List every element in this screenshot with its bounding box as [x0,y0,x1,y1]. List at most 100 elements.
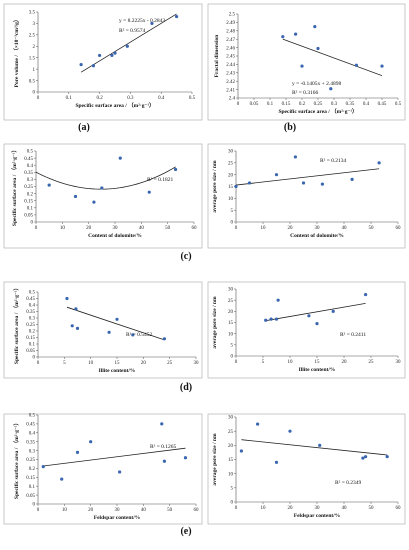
y-tick-label: 0.45 [24,157,33,162]
data-point [162,459,166,463]
data-point [377,161,381,165]
y-tick-label: 3.5 [29,11,36,16]
y-tick-label: 10 [228,332,234,337]
data-point [281,35,285,39]
data-point [276,298,280,302]
x-tick-label: 30 [396,360,402,365]
x-tick-label: 0 [35,226,38,231]
y-tick-label: 0.4 [29,432,36,437]
chart-e1: 0 10 20 30 40 50 60 0 0.05 0.1 0.15 0.2 0.25 0.3 0.35 0… [3,413,203,525]
data-point [41,465,45,469]
trend-line [265,302,366,322]
x-axis-label: Feldspar content/% [294,513,341,519]
x-tick-label: 0 [237,102,240,107]
data-point [256,422,260,426]
x-tick-label: 60 [192,226,198,231]
data-point [113,51,117,55]
y-tick-label: 10 [228,472,234,477]
x-tick-label: 40 [342,506,348,511]
x-tick-label: 40 [139,226,145,231]
y-tick-label: 2.43 [226,72,235,77]
x-tick-label: 10 [62,508,68,513]
x-tick-label: 20 [288,506,294,511]
data-point [247,181,252,185]
data-point [75,326,80,330]
chart-d1: 0 5 10 15 20 25 3000.050.10.150.20.250.30.350.… [3,281,203,379]
y-tick-label: 15 [228,185,234,190]
y-tick-label: 0.1 [29,485,36,490]
y-tick-label: 0.2 [29,467,36,472]
chart-frame [3,143,203,249]
x-axis-label: Specific surface area / （m²·g⁻¹） [75,101,154,109]
trend-curve [35,166,176,190]
y-tick-label: 0 [31,221,34,226]
x-tick-label: 0 [37,361,40,366]
x-tick-label: 20 [342,360,348,365]
data-point [350,177,354,181]
y-tick-label: 0.3 [29,317,36,322]
chart-c1: 0 10 20 30 40 50 60 0 0.05 0.1 0.15 0.2 0.25 0.3 0.35 0… [3,143,203,249]
panel-label: (d) [179,382,193,393]
y-tick-label: 2.5 [229,13,236,18]
data-point [160,422,164,426]
y-tick-label: 30 [228,416,234,421]
x-tick-label: 25 [369,360,375,365]
data-point [92,200,96,204]
y-tick-label: 0.5 [27,150,34,155]
equation-annotation: R² = 0.9574 [119,28,146,34]
x-tick-label: 40 [342,226,348,231]
y-axis-label: Fractal dimension [214,35,220,78]
y-tick-label: 0.35 [26,440,35,445]
data-point [70,324,74,328]
x-tick-label: 0 [37,508,40,513]
y-tick-label: 15 [228,321,234,326]
y-tick-label: 0.4 [29,304,36,309]
x-axis-label: Specific surface area / （m²·g⁻¹） [278,107,357,115]
y-tick-label: 0.15 [24,199,33,204]
data-point [73,194,78,199]
y-tick-label: 0.1 [27,207,34,212]
chart-frame [3,3,203,121]
chart-frame [3,413,203,525]
y-tick-label: 2.5 [29,34,36,39]
x-axis-label: Content of dolomite/% [88,233,142,239]
x-tick-label: 0.25 [314,102,323,107]
x-tick-label: 0 [37,96,40,101]
y-tick-label: 0.45 [26,423,35,428]
x-tick-label: 0.45 [378,102,387,107]
data-point [364,292,368,297]
data-point [307,314,311,318]
data-point [354,63,358,67]
y-axis-label: average pore size / nm [212,296,218,349]
data-point [380,64,384,68]
y-tick-label: 20 [228,444,234,449]
data-point [74,307,78,311]
trend-line [66,306,165,341]
x-tick-label: 0.3 [331,102,338,107]
chart-e2: 0 10 20 30 40 50 60 0 5 10 15 20 25 30 Feldspar conten… [207,413,406,525]
y-tick-label: 5 [231,344,234,349]
data-point [91,64,96,68]
equation-annotation: R² = 0.3166 [292,90,319,96]
x-tick-label: 20 [141,361,147,366]
y-tick-label: 20 [228,173,234,178]
y-tick-label: 0.25 [26,458,35,463]
y-tick-label: 2.48 [226,30,235,35]
trend-line [235,168,380,186]
data-point [316,46,320,51]
y-tick-label: 25 [228,430,234,435]
y-tick-label: 0.2 [27,192,34,197]
chart-frame [207,281,406,379]
x-tick-label: 60 [194,508,200,513]
y-tick-label: 0 [231,221,234,226]
y-tick-label: 0.05 [24,214,33,219]
y-tick-label: 0 [33,91,36,96]
y-tick-label: 2.45 [226,55,235,60]
y-tick-label: 0.05 [26,349,35,354]
y-tick-label: 5 [231,487,234,492]
data-point [288,429,292,433]
x-tick-label: 30 [115,508,121,513]
x-tick-label: 10 [288,360,294,365]
y-axis-label: Specific surface area / （m²·g⁻¹） [12,285,20,364]
